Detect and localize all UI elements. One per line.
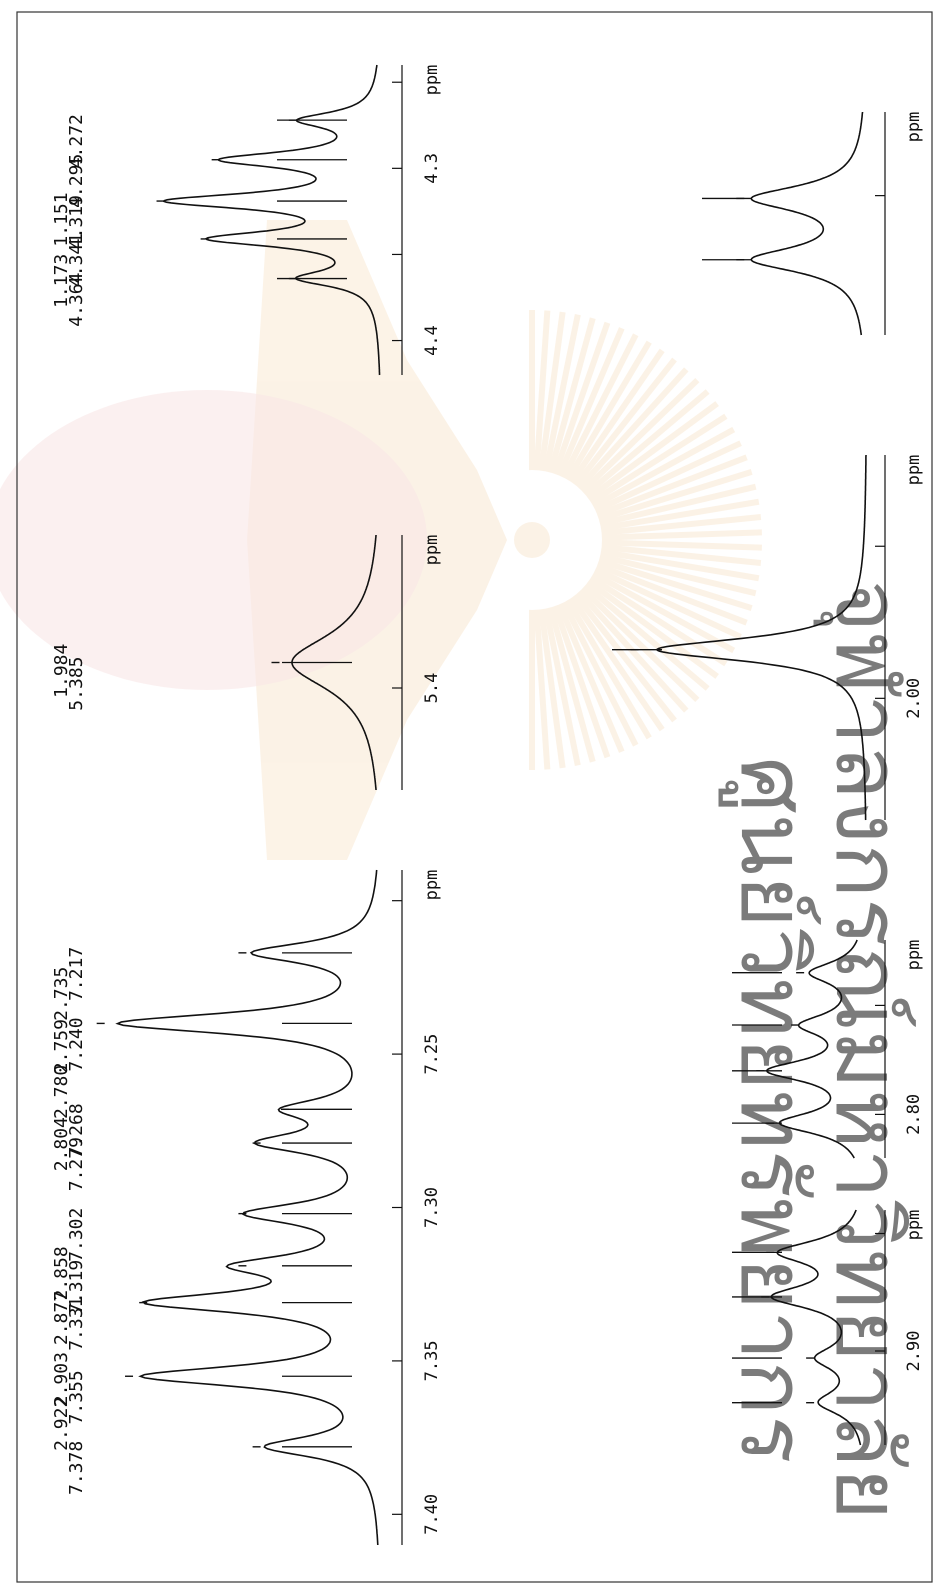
spectrum-panel: ppm 1.173 1.151: [51, 112, 924, 336]
spectrum-panel: 2.00 ppm 1.984: [51, 455, 924, 821]
peak-label: 4.295: [66, 154, 87, 208]
axis-tick-label: 7.40: [422, 1494, 442, 1535]
axis-label: ppm: [904, 455, 924, 486]
peak-label: 4.319: [66, 195, 87, 249]
peak-label: 7.240: [66, 1017, 87, 1071]
university-emblem-icon: [0, 220, 762, 860]
peak-label: 7.378: [66, 1441, 87, 1495]
spectrum-trace: [656, 455, 867, 821]
peak-label: 7.279: [66, 1137, 87, 1191]
peak-label: 2.922: [51, 1397, 72, 1451]
spectrum-trace: [750, 112, 864, 336]
spectrum-panel: 7.407.357.307.25ppm7.3787.3557.3317.3197…: [66, 869, 442, 1546]
spectrum-trace: [765, 939, 858, 1159]
peak-label: 4.272: [66, 114, 87, 168]
axis-label: ppm: [904, 940, 924, 971]
peak-label: 2.804: [51, 1117, 72, 1171]
axis-label: ppm: [904, 1210, 924, 1241]
peak-label: 7.331: [66, 1297, 87, 1351]
axis-tick-label: 7.30: [422, 1187, 442, 1228]
peak-label: 1.151: [51, 192, 72, 246]
spectrum-panel: 5.4 ppm 5.385: [66, 535, 442, 790]
peak-label: 4.341: [66, 233, 87, 287]
axis-label: ppm: [904, 112, 924, 143]
axis-label: ppm: [422, 65, 442, 96]
spectrum-trace: [115, 869, 379, 1546]
axis-label: ppm: [422, 535, 442, 566]
spectrum-trace: [770, 1209, 862, 1446]
axis-tick-label: 5.4: [422, 673, 442, 704]
peak-label: 4.364: [66, 273, 87, 327]
peak-label: 1.173: [51, 254, 72, 308]
axis-tick-label: 7.35: [422, 1340, 442, 1381]
peak-label: 2.903: [51, 1352, 72, 1406]
axis-tick-label: 2.00: [904, 678, 924, 719]
peak-label: 2.735: [51, 967, 72, 1021]
watermark-text-2: จุฬาลงกรณ์มหาวิทยาลัย: [813, 580, 920, 1520]
peak-label: 7.319: [66, 1260, 87, 1314]
watermark-text-1: ศูนย์วิทยทรัพยากร: [718, 756, 825, 1463]
peak-label: 2.858: [51, 1246, 72, 1300]
peak-label: 7.217: [66, 947, 87, 1001]
peak-label: 2.780: [51, 1065, 72, 1119]
axis-tick-label: 2.90: [904, 1331, 924, 1372]
axis-label: ppm: [422, 870, 442, 901]
peak-label: 5.385: [66, 657, 87, 711]
peak-label: 7.355: [66, 1370, 87, 1424]
peak-label: 1.984: [51, 644, 72, 698]
peak-label: 2.759: [51, 1019, 72, 1073]
peak-label: 7.302: [66, 1208, 87, 1262]
axis-tick-label: 2.80: [904, 1094, 924, 1135]
peak-label: 2.877: [51, 1291, 72, 1345]
axis-tick-label: 7.25: [422, 1034, 442, 1075]
axis-tick-label: 4.3: [422, 153, 442, 184]
peak-label: 7.268: [66, 1103, 87, 1157]
page-frame: [16, 11, 933, 1583]
spectrum-trace: [162, 64, 381, 376]
axis-tick-label: 4.4: [422, 325, 442, 356]
